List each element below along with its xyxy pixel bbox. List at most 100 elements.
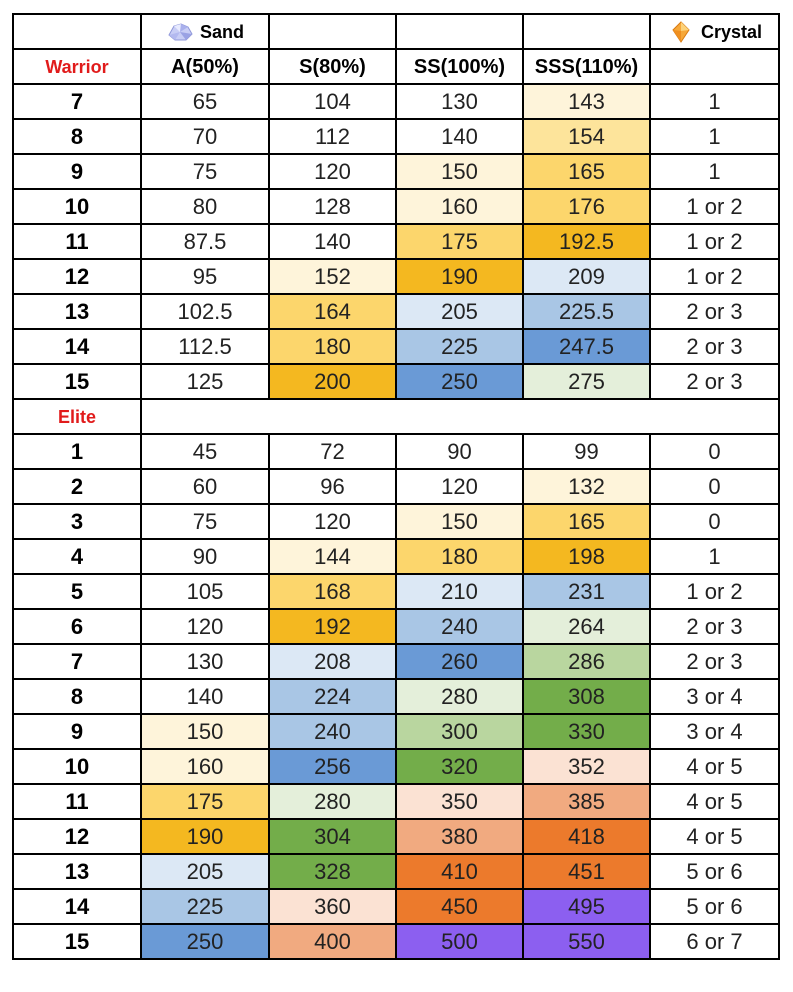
- value-cell-sss: 192.5: [522, 223, 651, 260]
- value-cell-sss: 264: [522, 608, 651, 645]
- level-cell: 9: [12, 153, 142, 190]
- value-cell-ss: 175: [395, 223, 524, 260]
- value-cell-a: 205: [140, 853, 270, 890]
- elite-table-row: 6 120 192 240 264 2 or 3: [12, 608, 780, 645]
- crystal-count-cell: 1: [649, 153, 780, 190]
- value-cell-s: 152: [268, 258, 397, 295]
- value-cell-sss: 330: [522, 713, 651, 750]
- elite-table-row: 10 160 256 320 352 4 or 5: [12, 748, 780, 785]
- crystal-count-cell: 4 or 5: [649, 783, 780, 820]
- level-cell: 10: [12, 748, 142, 785]
- crystal-count-cell: 2 or 3: [649, 363, 780, 400]
- value-cell-a: 95: [140, 258, 270, 295]
- value-cell-ss: 150: [395, 503, 524, 540]
- crystal-count-cell: 6 or 7: [649, 923, 780, 960]
- value-cell-a: 90: [140, 538, 270, 575]
- value-cell-ss: 320: [395, 748, 524, 785]
- level-cell: 11: [12, 783, 142, 820]
- value-cell-ss: 140: [395, 118, 524, 155]
- crystal-count-cell: 0: [649, 433, 780, 470]
- level-cell: 9: [12, 713, 142, 750]
- elite-table-row: 1 45 72 90 99 0: [12, 433, 780, 470]
- crystal-count-cell: 5 or 6: [649, 888, 780, 925]
- value-cell-s: 192: [268, 608, 397, 645]
- warrior-table-row: 7 65 104 130 143 1: [12, 83, 780, 120]
- empty-header-cell: [268, 13, 397, 50]
- elite-table-row: 3 75 120 150 165 0: [12, 503, 780, 540]
- elite-table-row: 5 105 168 210 231 1 or 2: [12, 573, 780, 610]
- warrior-table-row: 15 125 200 250 275 2 or 3: [12, 363, 780, 400]
- sand-label: Sand: [199, 21, 244, 42]
- sand-crystal-icon: [166, 21, 194, 43]
- value-cell-a: 160: [140, 748, 270, 785]
- value-cell-sss: 165: [522, 153, 651, 190]
- level-cell: 12: [12, 818, 142, 855]
- value-cell-ss: 205: [395, 293, 524, 330]
- value-cell-s: 164: [268, 293, 397, 330]
- value-cell-a: 112.5: [140, 328, 270, 365]
- elite-table-row: 11 175 280 350 385 4 or 5: [12, 783, 780, 820]
- value-cell-sss: 99: [522, 433, 651, 470]
- value-cell-s: 168: [268, 573, 397, 610]
- value-cell-ss: 190: [395, 258, 524, 295]
- value-cell-s: 180: [268, 328, 397, 365]
- column-header-s: S(80%): [268, 48, 397, 85]
- value-cell-sss: 352: [522, 748, 651, 785]
- level-cell: 14: [12, 328, 142, 365]
- value-cell-s: 96: [268, 468, 397, 505]
- value-cell-ss: 150: [395, 153, 524, 190]
- value-cell-a: 65: [140, 83, 270, 120]
- empty-header-cell: [649, 48, 780, 85]
- level-cell: 15: [12, 363, 142, 400]
- elite-table-row: 13 205 328 410 451 5 or 6: [12, 853, 780, 890]
- level-cell: 12: [12, 258, 142, 295]
- value-cell-a: 75: [140, 503, 270, 540]
- value-cell-s: 400: [268, 923, 397, 960]
- value-cell-a: 60: [140, 468, 270, 505]
- crystal-header-cell: Crystal: [649, 13, 780, 50]
- value-cell-sss: 143: [522, 83, 651, 120]
- value-cell-s: 128: [268, 188, 397, 225]
- value-cell-s: 280: [268, 783, 397, 820]
- value-cell-s: 208: [268, 643, 397, 680]
- value-cell-a: 105: [140, 573, 270, 610]
- value-cell-a: 70: [140, 118, 270, 155]
- value-cell-sss: 132: [522, 468, 651, 505]
- crystal-label: Crystal: [700, 21, 763, 42]
- value-cell-a: 125: [140, 363, 270, 400]
- value-cell-s: 240: [268, 713, 397, 750]
- warrior-table-row: 13 102.5 164 205 225.5 2 or 3: [12, 293, 780, 330]
- elite-table-row: 7 130 208 260 286 2 or 3: [12, 643, 780, 680]
- value-cell-sss: 418: [522, 818, 651, 855]
- crystal-count-cell: 1: [649, 118, 780, 155]
- value-cell-sss: 176: [522, 188, 651, 225]
- value-cell-a: 190: [140, 818, 270, 855]
- value-cell-ss: 500: [395, 923, 524, 960]
- value-cell-s: 304: [268, 818, 397, 855]
- level-cell: 7: [12, 83, 142, 120]
- crystal-count-cell: 1 or 2: [649, 223, 780, 260]
- value-cell-ss: 210: [395, 573, 524, 610]
- elite-table-row: 15 250 400 500 550 6 or 7: [12, 923, 780, 960]
- elite-section-label: Elite: [12, 398, 142, 435]
- value-cell-sss: 385: [522, 783, 651, 820]
- value-cell-a: 130: [140, 643, 270, 680]
- value-cell-s: 112: [268, 118, 397, 155]
- level-cell: 4: [12, 538, 142, 575]
- value-cell-sss: 165: [522, 503, 651, 540]
- warrior-table-row: 12 95 152 190 209 1 or 2: [12, 258, 780, 295]
- level-cell: 13: [12, 853, 142, 890]
- value-cell-sss: 275: [522, 363, 651, 400]
- value-cell-s: 72: [268, 433, 397, 470]
- level-cell: 8: [12, 118, 142, 155]
- empty-header-cell: [522, 13, 651, 50]
- warrior-table-row: 9 75 120 150 165 1: [12, 153, 780, 190]
- empty-corner-cell: [12, 13, 142, 50]
- elite-table-row: 2 60 96 120 132 0: [12, 468, 780, 505]
- value-cell-sss: 308: [522, 678, 651, 715]
- value-cell-s: 200: [268, 363, 397, 400]
- empty-header-cell: [395, 13, 524, 50]
- crystal-count-cell: 1 or 2: [649, 258, 780, 295]
- value-cell-a: 120: [140, 608, 270, 645]
- level-cell: 6: [12, 608, 142, 645]
